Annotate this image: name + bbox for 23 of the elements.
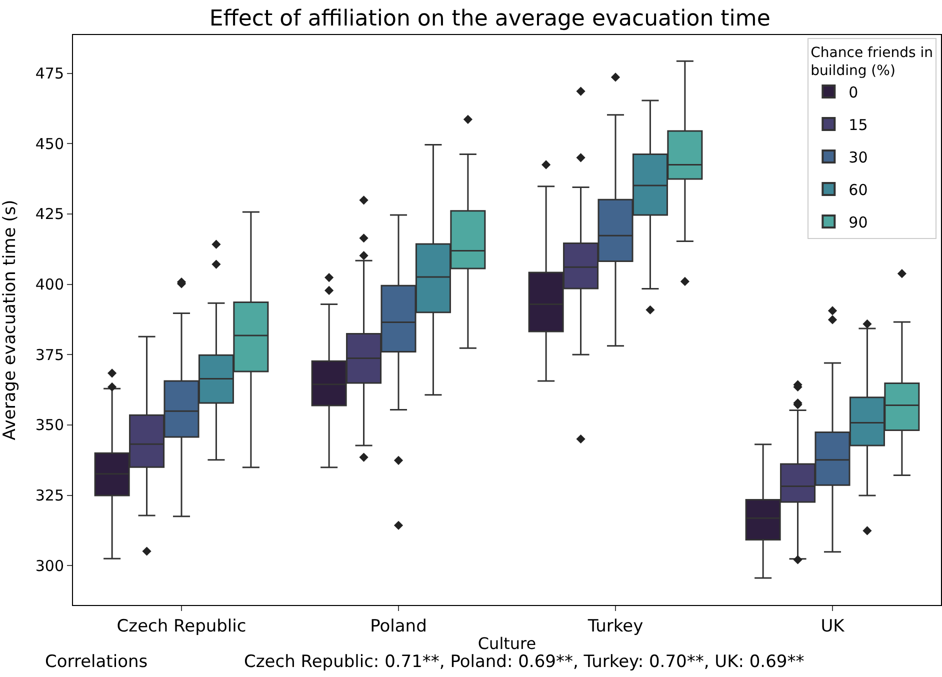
- x-tick-label: Turkey: [586, 616, 644, 636]
- y-tick-label: 425: [35, 205, 64, 224]
- x-axis-title: Culture: [478, 634, 536, 654]
- legend-label: 30: [848, 148, 868, 166]
- y-tick-label: 475: [35, 64, 64, 83]
- y-tick-label: 375: [35, 346, 64, 364]
- text: Czech Republic: 0.71**, Poland: 0.69**, Turkey: 0.70**, UK: 0.69**: [244, 652, 804, 672]
- legend-label: 0: [848, 83, 858, 102]
- legend-title: Chance friends in building (%): [810, 45, 933, 80]
- y-axis-title: Average evacuation time (s): [0, 200, 20, 440]
- legend-label: 60: [848, 180, 868, 199]
- y-tick-label: 350: [35, 416, 64, 434]
- x-tick-label: Czech Republic: [116, 616, 246, 636]
- y-tick-label: 450: [35, 134, 64, 153]
- y-tick-label: 300: [35, 556, 64, 575]
- x-tick-label: UK: [820, 616, 846, 636]
- chart-title: Effect of affiliation on the average evacuation time: [209, 6, 770, 32]
- legend-label: 90: [848, 213, 868, 232]
- y-tick-label: 400: [35, 276, 64, 294]
- legend-label: 15: [848, 116, 868, 134]
- text: Correlations: [45, 652, 148, 672]
- x-tick-label: Poland: [370, 616, 427, 636]
- y-tick-label: 325: [35, 486, 64, 505]
